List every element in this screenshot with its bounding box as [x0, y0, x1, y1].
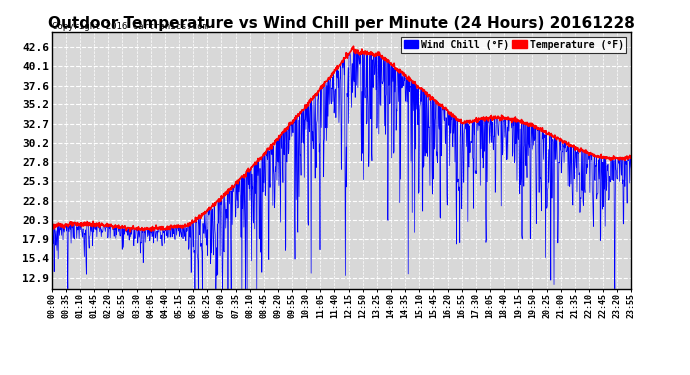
Text: Copyright 2016 Cartronics.com: Copyright 2016 Cartronics.com — [52, 22, 208, 31]
Title: Outdoor Temperature vs Wind Chill per Minute (24 Hours) 20161228: Outdoor Temperature vs Wind Chill per Mi… — [48, 16, 635, 31]
Legend: Wind Chill (°F), Temperature (°F): Wind Chill (°F), Temperature (°F) — [401, 37, 627, 52]
